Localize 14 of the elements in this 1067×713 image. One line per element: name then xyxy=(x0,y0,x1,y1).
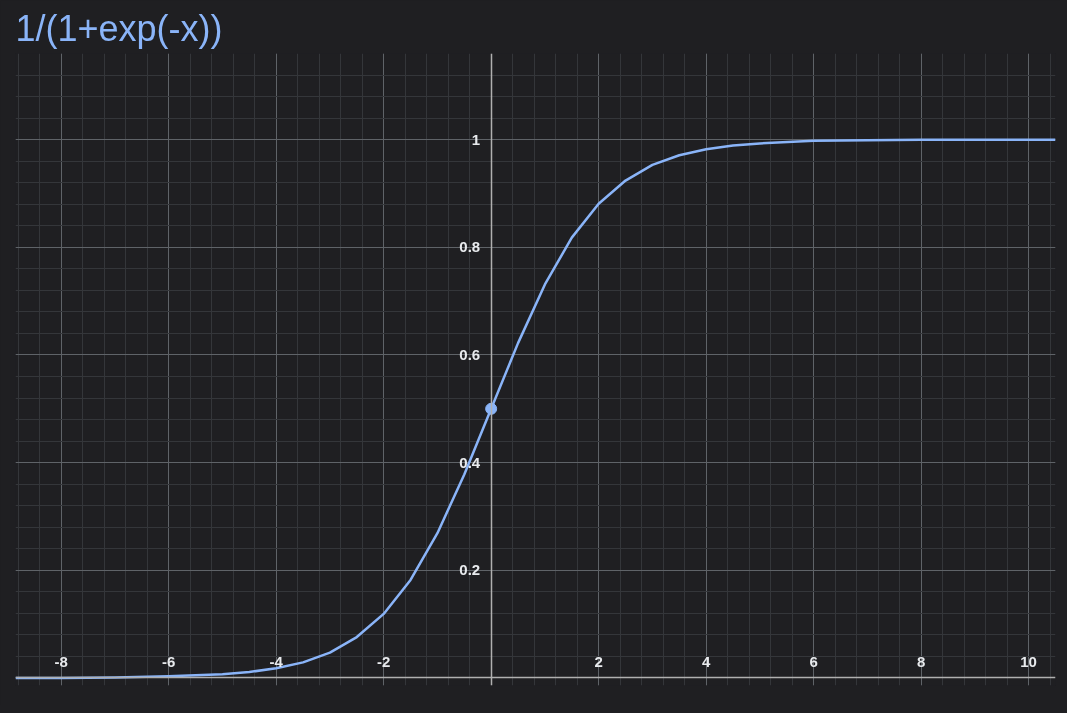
x-tick-label: 8 xyxy=(916,652,926,670)
x-tick-label: 4 xyxy=(701,652,711,670)
x-tick-label: 10 xyxy=(1020,652,1037,670)
y-tick-label: 0.2 xyxy=(459,561,481,579)
chart-title: 1/(1+exp(-x)) xyxy=(15,7,223,49)
x-tick-label: -4 xyxy=(269,652,284,670)
y-tick-label: 1 xyxy=(471,130,481,148)
x-tick-label: -2 xyxy=(377,652,391,670)
y-tick-label: 0.8 xyxy=(459,238,481,256)
x-tick-label: -8 xyxy=(54,652,68,670)
x-tick-label: -6 xyxy=(162,652,176,670)
x-tick-label: 6 xyxy=(809,652,818,670)
x-tick-label: 2 xyxy=(594,652,603,670)
y-tick-label: 0.6 xyxy=(459,345,481,363)
